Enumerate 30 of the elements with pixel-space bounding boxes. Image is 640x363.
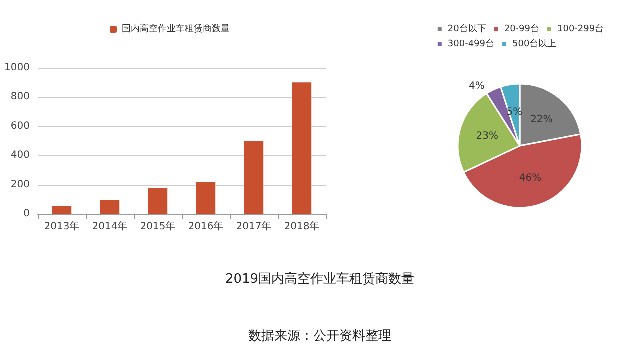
y-tick-label: 200	[10, 179, 30, 190]
bar	[292, 82, 312, 214]
y-tick-label: 800	[10, 92, 30, 103]
bar	[100, 200, 120, 214]
legend-label: 100-299台	[558, 24, 604, 34]
bar	[52, 206, 72, 214]
y-tick-label: 1000	[4, 62, 30, 74]
y-tick-label: 600	[10, 120, 30, 132]
data-label: 23%	[476, 131, 498, 142]
legend-label: 300-499台	[448, 38, 495, 50]
x-tick-label: 2013年	[44, 220, 80, 232]
x-tick-label: 2015年	[140, 220, 176, 232]
bar	[244, 141, 264, 214]
x-tick-label: 2014年	[92, 220, 128, 232]
legend-label: 20-99台	[504, 24, 540, 34]
x-tick-label: 2017年	[236, 220, 272, 232]
legend-label: 国内高空作业车租赁商数量	[122, 24, 230, 34]
data-label: 46%	[519, 172, 542, 184]
source-note: 数据来源：公开资料整理	[248, 328, 392, 345]
bar	[148, 188, 168, 214]
x-tick-label: 2018年	[284, 220, 320, 232]
x-tick-label: 2016年	[188, 220, 224, 232]
y-tick-label: 0	[24, 208, 30, 220]
data-label: 4%	[469, 80, 485, 92]
legend-label: 500台以上	[512, 38, 557, 50]
text: 2019国内高空作业车租赁商数量	[224, 271, 416, 288]
y-tick-label: 400	[10, 150, 30, 162]
data-label: 22%	[530, 114, 553, 126]
legend-label: 20台以下	[448, 24, 486, 34]
bar	[196, 182, 216, 214]
